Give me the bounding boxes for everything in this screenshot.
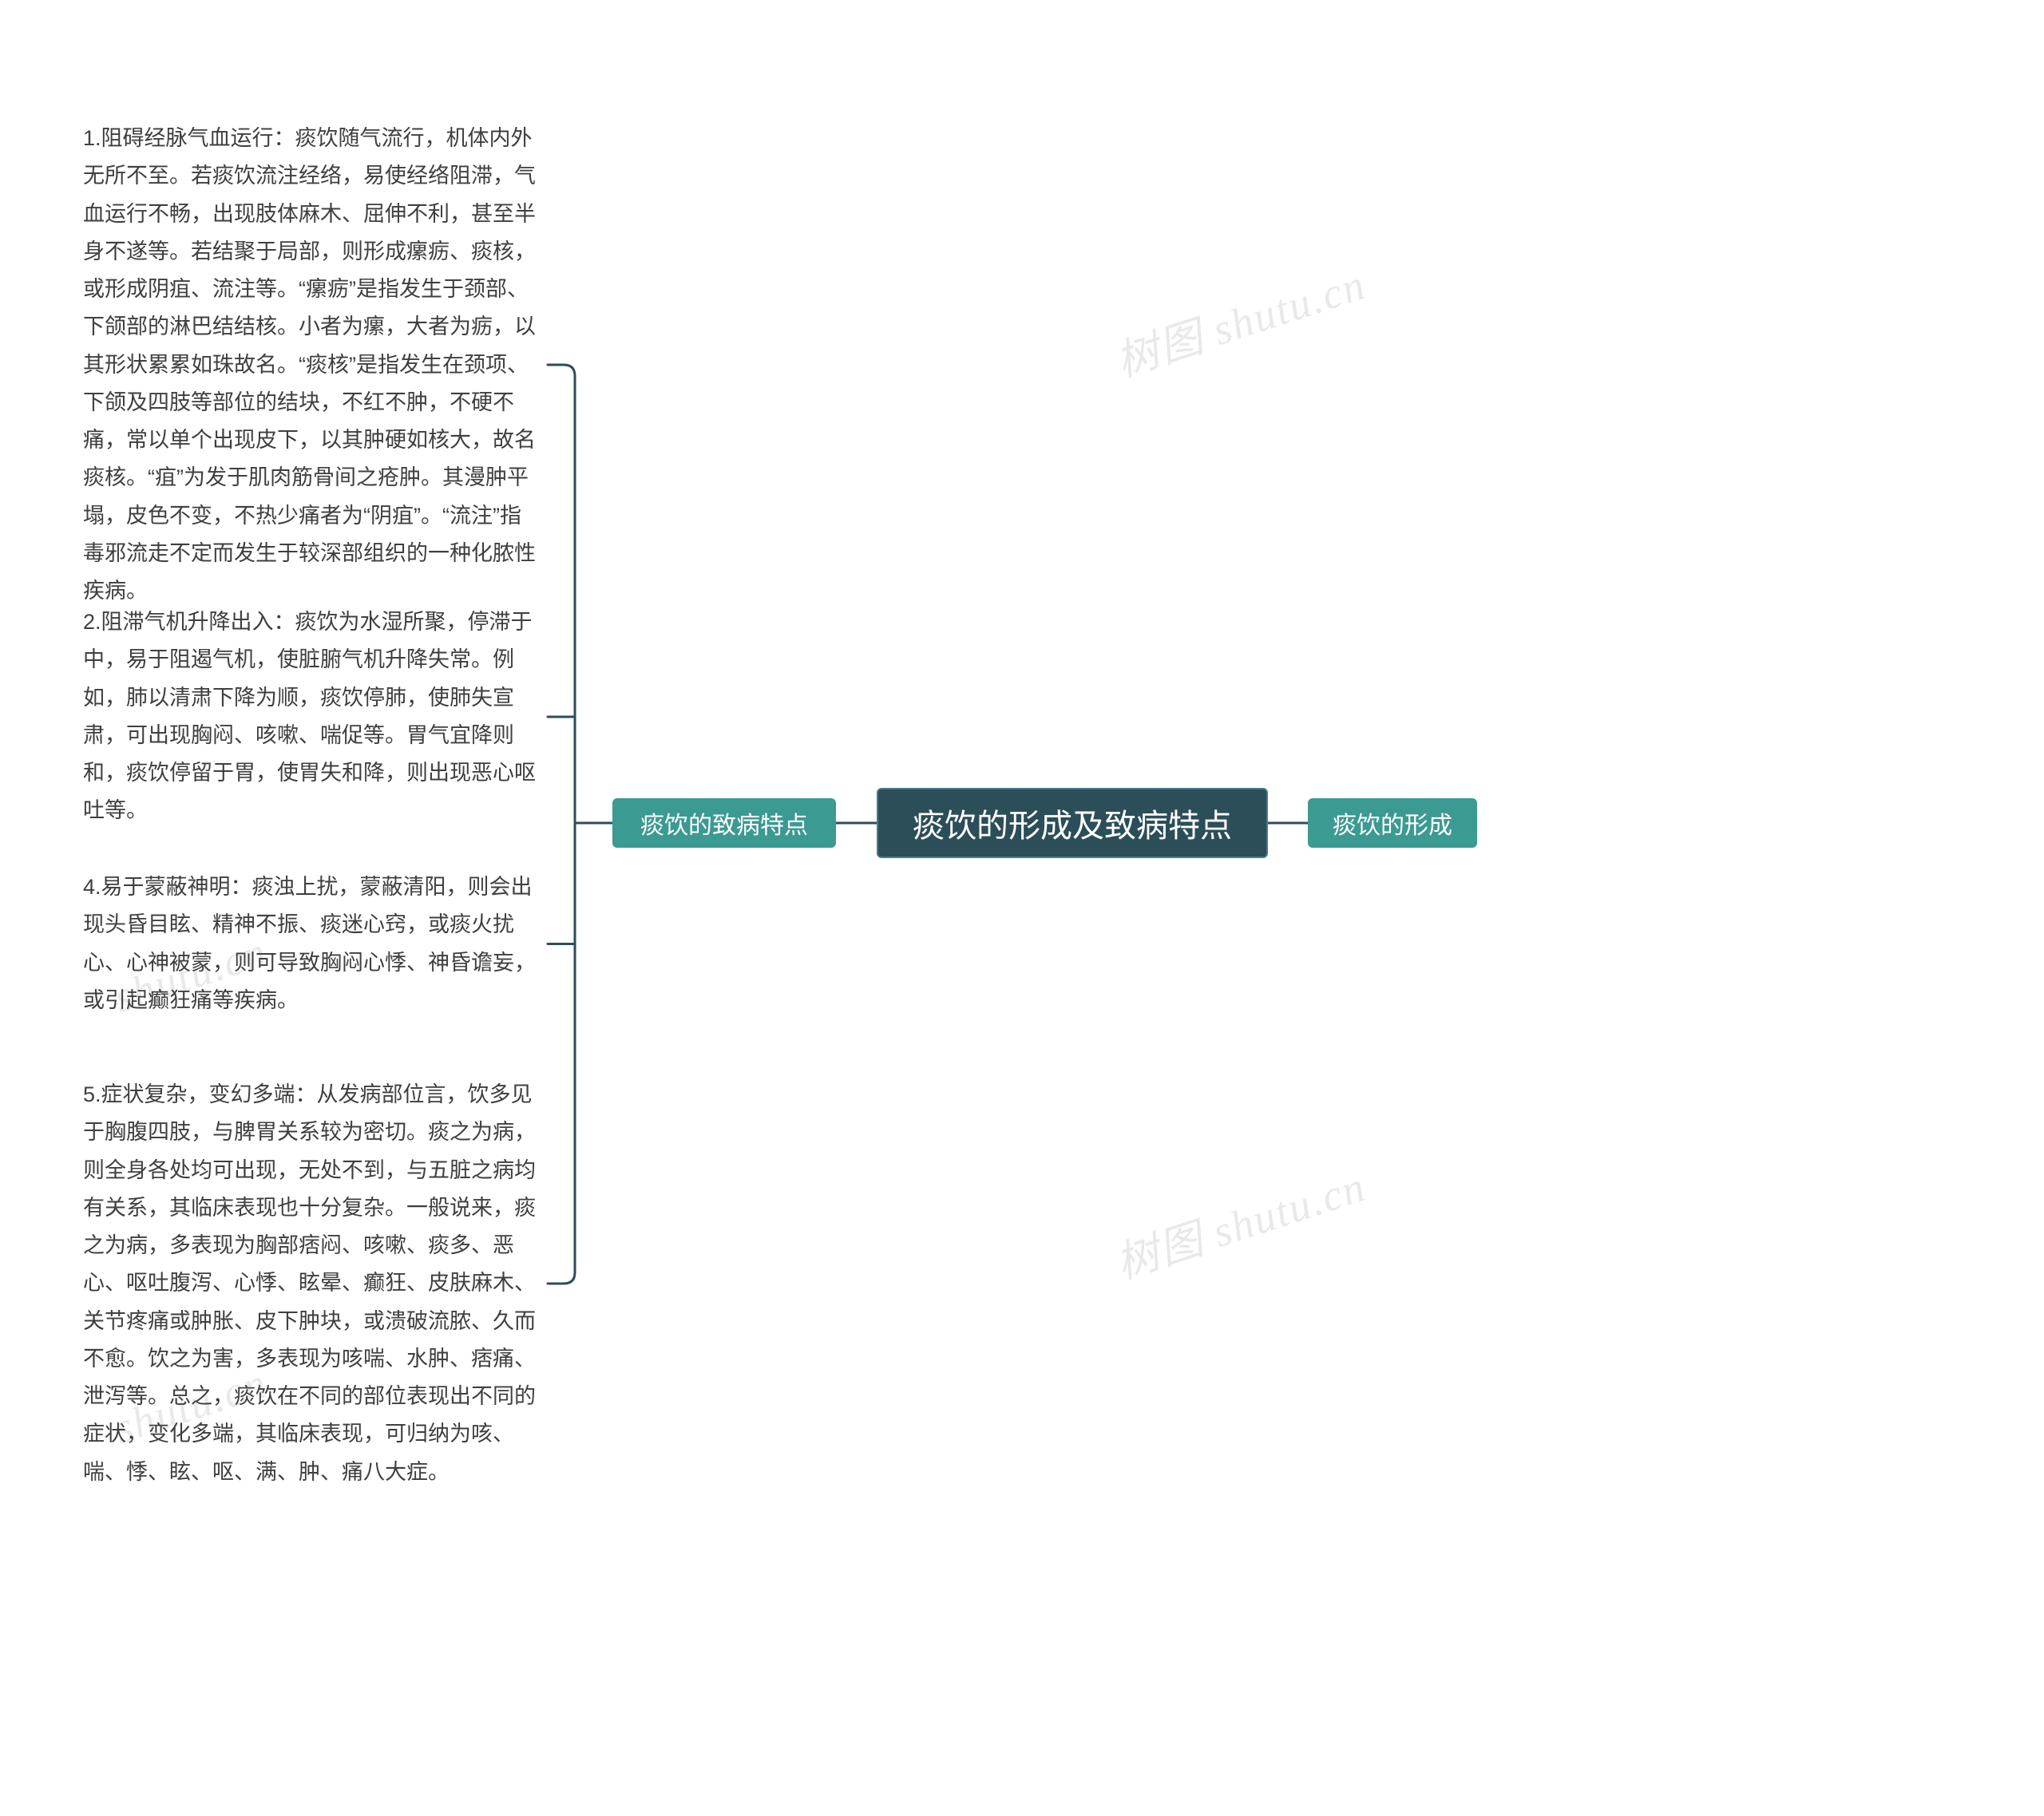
- watermark: 树图 shutu.cn: [1107, 1151, 1373, 1292]
- leaf-text: 1.阻碍经脉气血运行：痰饮随气流行，机体内外无所不至。若痰饮流注经络，易使经络阻…: [83, 126, 536, 603]
- right-branch-node[interactable]: 痰饮的形成: [1308, 798, 1477, 848]
- leaf-node-4[interactable]: 5.症状复杂，变幻多端：从发病部位言，饮多见于胸腹四肢，与脾胃关系较为密切。痰之…: [83, 1076, 540, 1491]
- mindmap-canvas: 树图 shutu.cn 树图 shutu.cn shutu.cn shutu.c…: [0, 0, 2044, 1816]
- watermark: 树图 shutu.cn: [1107, 249, 1373, 390]
- root-label: 痰饮的形成及致病特点: [913, 800, 1232, 846]
- leaf-node-1[interactable]: 1.阻碍经脉气血运行：痰饮随气流行，机体内外无所不至。若痰饮流注经络，易使经络阻…: [83, 120, 540, 610]
- root-node[interactable]: 痰饮的形成及致病特点: [877, 788, 1268, 858]
- right-branch-label: 痰饮的形成: [1333, 805, 1452, 841]
- leaf-node-2[interactable]: 2.阻滞气机升降出入：痰饮为水湿所聚，停滞于中，易于阻遏气机，使脏腑气机升降失常…: [83, 603, 540, 830]
- leaf-text: 5.症状复杂，变幻多端：从发病部位言，饮多见于胸腹四肢，与脾胃关系较为密切。痰之…: [83, 1082, 536, 1484]
- left-branch-label: 痰饮的致病特点: [640, 805, 808, 841]
- leaf-text: 2.阻滞气机升降出入：痰饮为水湿所聚，停滞于中，易于阻遏气机，使脏腑气机升降失常…: [83, 610, 536, 822]
- leaf-node-3[interactable]: 4.易于蒙蔽神明：痰浊上扰，蒙蔽清阳，则会出现头昏目眩、精神不振、痰迷心窍，或痰…: [83, 868, 540, 1019]
- leaf-text: 4.易于蒙蔽神明：痰浊上扰，蒙蔽清阳，则会出现头昏目眩、精神不振、痰迷心窍，或痰…: [83, 875, 536, 1012]
- left-branch-node[interactable]: 痰饮的致病特点: [612, 798, 836, 848]
